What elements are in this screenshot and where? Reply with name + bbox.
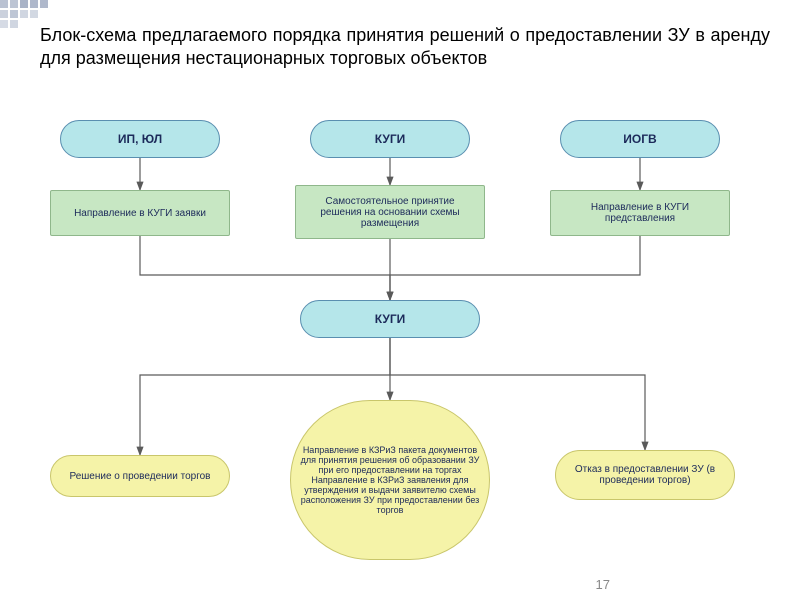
node-r3: Отказ в предоставлении ЗУ (в проведении … xyxy=(555,450,735,500)
edge-p3-t4 xyxy=(390,236,640,300)
node-p2: Самостоятельное принятие решения на осно… xyxy=(295,185,485,239)
node-t3: ИОГВ xyxy=(560,120,720,158)
edge-p1-t4 xyxy=(140,236,390,300)
node-p1: Направление в КУГИ заявки xyxy=(50,190,230,236)
node-r2: Направление в КЗРиЗ пакета документов дл… xyxy=(290,400,490,560)
node-p3: Направление в КУГИ представления xyxy=(550,190,730,236)
flowchart-canvas: ИП, ЮЛ КУГИ ИОГВ Направление в КУГИ заявки С… xyxy=(0,0,800,600)
node-t4: КУГИ xyxy=(300,300,480,338)
node-r1: Решение о проведении торгов xyxy=(50,455,230,497)
node-t1: ИП, ЮЛ xyxy=(60,120,220,158)
page-number: 17 xyxy=(596,577,610,592)
node-t2: КУГИ xyxy=(310,120,470,158)
